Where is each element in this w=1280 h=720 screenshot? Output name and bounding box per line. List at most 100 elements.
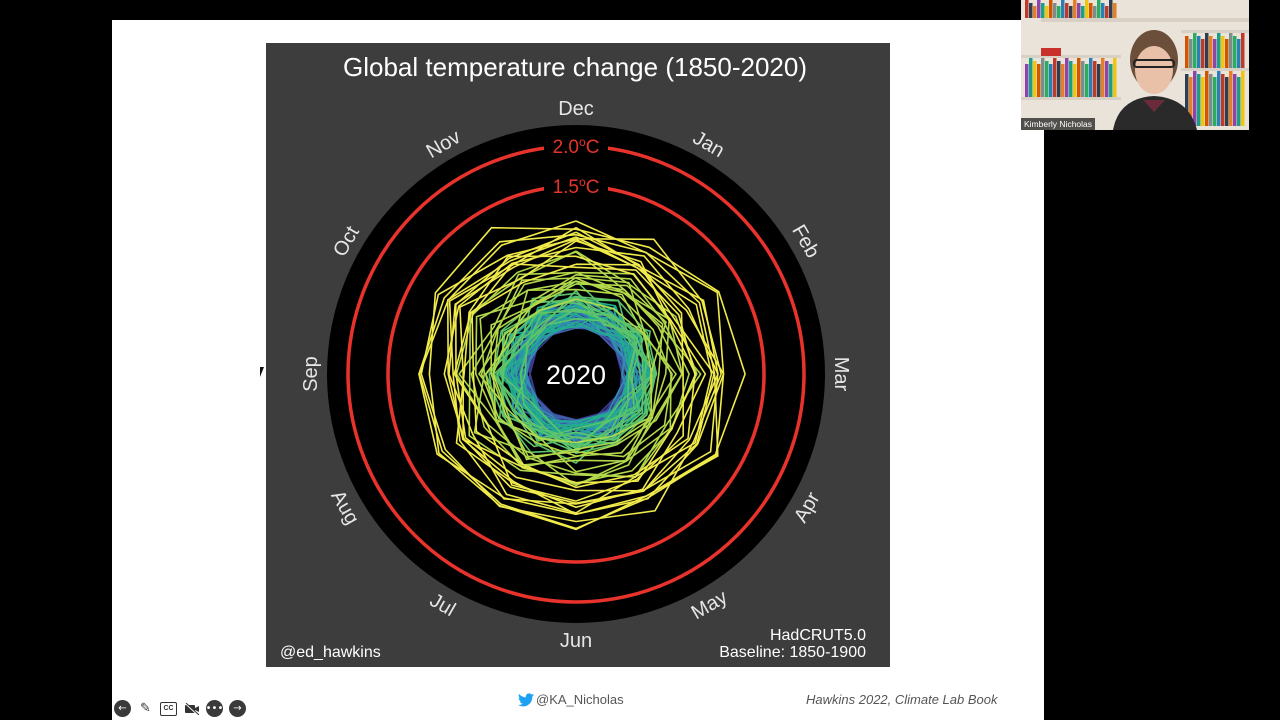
- book-spine: [1209, 36, 1213, 68]
- book-spine: [1193, 33, 1197, 68]
- book-spine: [1025, 0, 1029, 18]
- book-spine: [1033, 6, 1037, 18]
- more-icon[interactable]: •••: [206, 700, 223, 717]
- book-spine: [1081, 6, 1085, 18]
- book-spine: [1085, 0, 1089, 18]
- book-spine: [1241, 71, 1245, 126]
- book-spine: [1093, 61, 1097, 97]
- pen-icon[interactable]: ✎: [140, 701, 151, 716]
- spiral-line-1964: [498, 296, 651, 448]
- webcam-video: [1021, 0, 1249, 130]
- book-spine: [1077, 3, 1081, 18]
- book-spine: [1049, 64, 1053, 97]
- slide-citation: Hawkins 2022, Climate Lab Book: [806, 692, 998, 707]
- spiral-line-1960: [501, 295, 657, 450]
- book-spine: [1233, 36, 1237, 68]
- book-spine: [1113, 3, 1117, 18]
- webcam-thumbnail[interactable]: Kimberly Nicholas: [1021, 0, 1249, 130]
- credit-label: @ed_hawkins: [280, 644, 381, 661]
- month-label-sep: Sep: [300, 356, 322, 392]
- book-spine: [1241, 33, 1245, 68]
- twitter-handle: @KA_Nicholas: [518, 692, 624, 707]
- book-spine: [1029, 3, 1033, 18]
- baseline-label: Baseline: 1850-1900: [719, 644, 866, 661]
- book-spine: [1101, 58, 1105, 97]
- book-spine: [1201, 77, 1205, 126]
- book-spine: [1217, 71, 1221, 126]
- book-spine: [1205, 71, 1209, 126]
- book-spine: [1053, 3, 1057, 18]
- book-spine: [1185, 36, 1189, 68]
- center-hole: [534, 332, 618, 416]
- threshold-label-2-0: 2.0oC: [553, 135, 600, 158]
- book-spine: [1057, 61, 1061, 97]
- forward-arrow-icon[interactable]: →: [229, 700, 246, 717]
- book-spine: [1105, 6, 1109, 18]
- book-spine: [1085, 64, 1089, 97]
- spiral-line-1976: [492, 280, 664, 461]
- temperature-spiral-chart: Global temperature change (1850-2020) 2.…: [266, 43, 890, 667]
- book-spine: [1105, 61, 1109, 97]
- book-spine: [1029, 58, 1033, 97]
- month-label-mar: Mar: [830, 357, 852, 392]
- book-spine: [1061, 64, 1065, 97]
- mouse-cursor: [260, 367, 268, 377]
- spiral-line-2000: [459, 240, 697, 484]
- spiral-line-1928: [510, 313, 635, 430]
- book-spine: [1045, 6, 1049, 18]
- book-spine: [1073, 0, 1077, 18]
- book-spine: [1045, 61, 1049, 97]
- book-spine: [1229, 33, 1233, 68]
- captions-label: CC: [163, 705, 174, 712]
- book-spine: [1233, 74, 1237, 126]
- book-spine: [1201, 39, 1205, 68]
- spiral-line-2020: [428, 226, 746, 531]
- month-label-jun: Jun: [560, 630, 592, 652]
- month-label-jul: Jul: [426, 589, 459, 621]
- spiral-lines: [418, 220, 746, 531]
- book-spine: [1049, 0, 1053, 18]
- spiral-line-1998: [471, 263, 696, 489]
- spiral-line-2012: [443, 246, 719, 505]
- participant-name: Kimberly Nicholas: [1021, 118, 1096, 130]
- book-spine: [1065, 58, 1069, 97]
- spiral-line-2018: [418, 233, 719, 516]
- spiral-line-1990: [473, 280, 683, 487]
- book-spine: [1213, 39, 1217, 68]
- video-off-icon[interactable]: [183, 700, 200, 717]
- twitter-handle-text: @KA_Nicholas: [536, 692, 624, 707]
- book-spine: [1225, 39, 1229, 68]
- book-spine: [1189, 39, 1193, 68]
- slide-toolbar: ← ✎ CC ••• →: [114, 700, 246, 717]
- captions-icon[interactable]: CC: [160, 701, 177, 716]
- book-spine: [1197, 74, 1201, 126]
- book-spine: [1073, 64, 1077, 97]
- book-spine: [1093, 6, 1097, 18]
- book-spine: [1237, 39, 1241, 68]
- chart-canvas: Global temperature change (1850-2020) 2.…: [280, 52, 866, 661]
- book-spine: [1109, 64, 1113, 97]
- source-label: HadCRUT5.0: [770, 627, 866, 644]
- book-spine: [1209, 74, 1213, 126]
- spiral-line-2014: [420, 238, 723, 523]
- book-spine: [1225, 77, 1229, 126]
- book-spine: [1037, 64, 1041, 97]
- chart-title: Global temperature change (1850-2020): [343, 52, 807, 82]
- spiral-line-1980: [490, 276, 673, 458]
- spiral-line-1970: [492, 298, 658, 464]
- book-spine: [1041, 3, 1045, 18]
- book-spine: [1221, 74, 1225, 126]
- book-spine: [1237, 77, 1241, 126]
- book-spine: [1081, 61, 1085, 97]
- spiral-line-1974: [484, 288, 677, 473]
- book-spine: [1033, 61, 1037, 97]
- month-label-dec: Dec: [558, 98, 594, 120]
- back-arrow-icon[interactable]: ←: [114, 700, 131, 717]
- book-spine: [1113, 58, 1117, 97]
- book-spine: [1061, 0, 1065, 18]
- book-spine: [1065, 3, 1069, 18]
- twitter-bird-icon: [518, 692, 534, 706]
- book-spine: [1097, 0, 1101, 18]
- spiral-line-2016: [418, 220, 725, 530]
- book-spine: [1205, 33, 1209, 68]
